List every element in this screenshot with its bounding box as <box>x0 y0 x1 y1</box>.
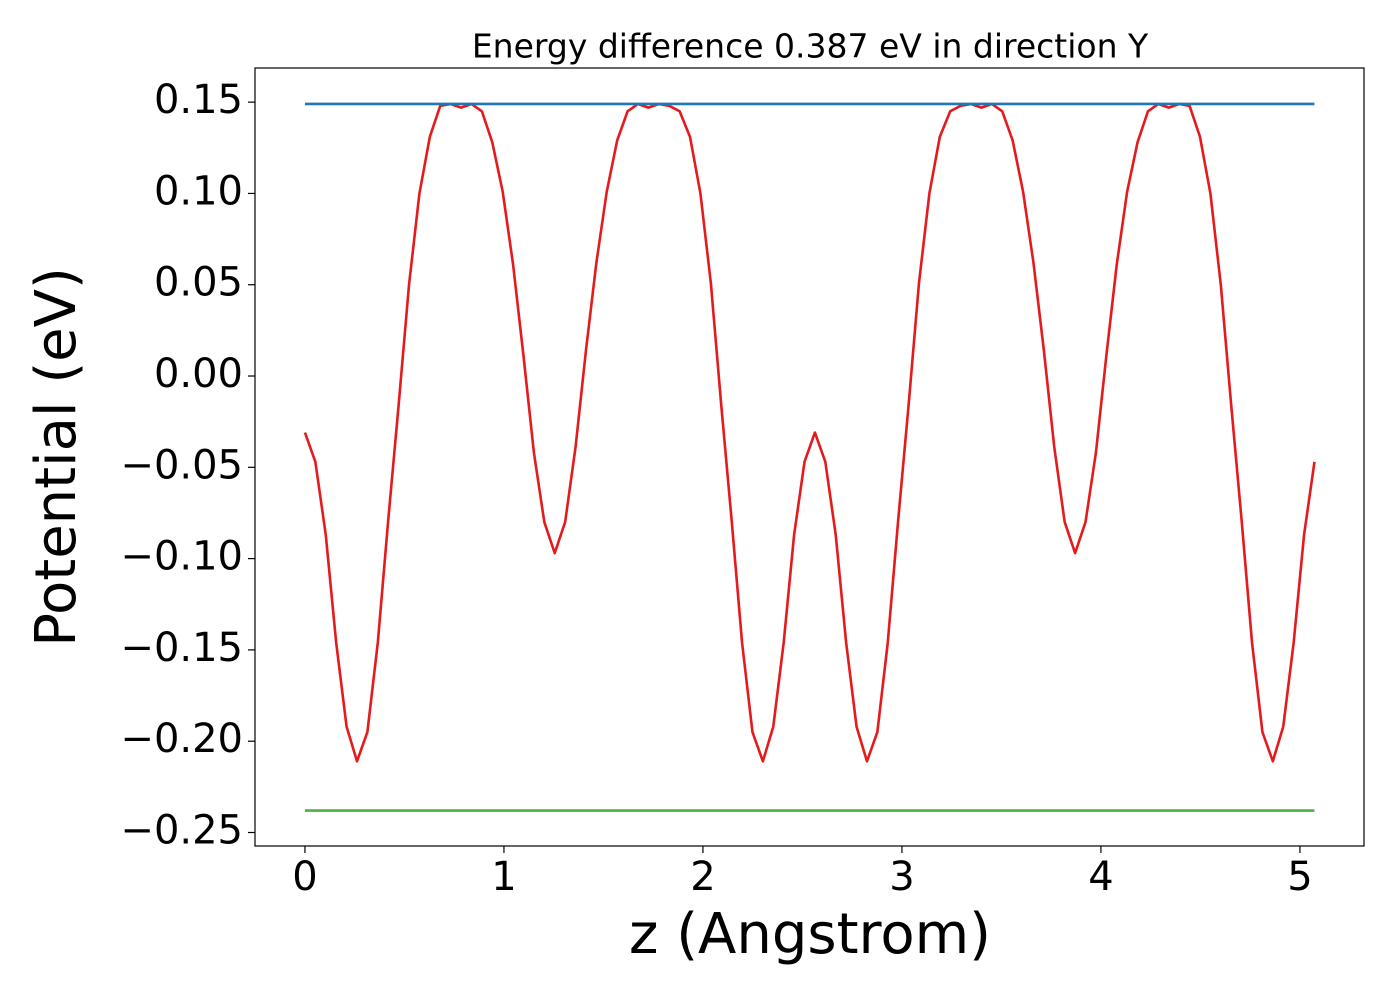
chart-title: Energy difference 0.387 eV in direction … <box>472 27 1149 66</box>
axes-frame <box>254 67 1365 847</box>
y-axis-label: Potential (eV) <box>24 267 89 647</box>
y-tick-label: −0.15 <box>120 625 243 671</box>
x-tick-label: 0 <box>292 854 317 900</box>
y-tick-label: 0.00 <box>154 351 243 397</box>
y-tick-label: −0.25 <box>120 807 243 853</box>
x-tick-label: 5 <box>1287 854 1312 900</box>
x-tick-label: 2 <box>690 854 715 900</box>
y-tick-label: 0.10 <box>154 168 243 214</box>
x-tick-label: 3 <box>889 854 914 900</box>
y-tick-label: 0.05 <box>154 260 243 306</box>
plot-area <box>303 102 1316 812</box>
x-axis-label: z (Angstrom) <box>629 902 991 967</box>
y-tick-label: −0.10 <box>120 534 243 580</box>
y-tick-label: −0.20 <box>120 716 243 762</box>
y-tick-label: 0.15 <box>154 77 243 123</box>
x-tick-label: 1 <box>491 854 516 900</box>
x-tick-label: 4 <box>1088 854 1113 900</box>
line-series <box>303 102 1316 763</box>
y-tick-label: −0.05 <box>120 442 243 488</box>
